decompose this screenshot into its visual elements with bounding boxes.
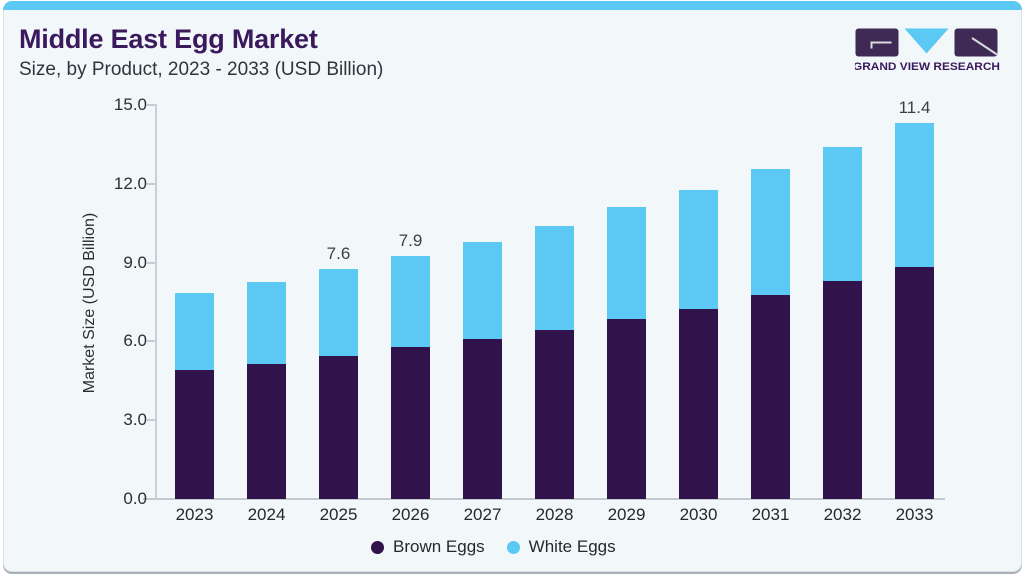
y-axis-line	[155, 104, 157, 499]
logo-wordmark: GRAND VIEW RESEARCH	[855, 61, 1000, 73]
bar-segment-brown-eggs-2023	[175, 370, 214, 499]
bar-segment-white-eggs-2030	[679, 190, 718, 309]
bar-segment-brown-eggs-2026	[391, 347, 430, 499]
bar-segment-white-eggs-2028	[535, 226, 574, 330]
bar-segment-brown-eggs-2033	[895, 267, 934, 499]
x-axis-label-2032: 2032	[823, 505, 862, 524]
bar-value-label-2026: 7.9	[398, 231, 423, 250]
legend-item-white-eggs: White Eggs	[506, 537, 616, 557]
y-tick-mark	[147, 104, 155, 106]
bar-segment-white-eggs-2024	[247, 282, 286, 364]
page-title: Middle East Egg Market	[19, 24, 318, 54]
logo-r-block	[954, 28, 998, 57]
y-tick-mark	[147, 419, 155, 422]
bar-segment-white-eggs-2027	[463, 242, 502, 339]
gvr-logo-graphic: GRAND VIEW RESEARCH	[853, 28, 1000, 73]
top-accent-bar	[3, 1, 1022, 10]
y-tick-mark	[147, 261, 155, 264]
y-tick-label: 6.0	[123, 331, 147, 351]
bar-segment-brown-eggs-2032	[823, 281, 862, 499]
legend-item-brown-eggs: Brown Eggs	[371, 537, 485, 557]
bar-segment-white-eggs-2033	[895, 123, 934, 267]
y-tick-label: 15.0	[113, 95, 147, 114]
y-tick-label: 12.0	[113, 173, 147, 193]
bar-value-label-2033: 11.4	[898, 98, 931, 117]
bar-value-label-2025: 7.6	[326, 244, 351, 263]
bar-segment-brown-eggs-2028	[535, 330, 574, 499]
legend-dot-icon	[506, 540, 520, 554]
y-tick-label: 3.0	[123, 410, 147, 430]
bar-segment-white-eggs-2032	[823, 147, 862, 281]
bar-segment-brown-eggs-2024	[247, 364, 286, 499]
x-axis-label-2028: 2028	[535, 505, 574, 524]
x-axis-line	[143, 498, 945, 500]
bar-segment-white-eggs-2029	[607, 207, 646, 319]
x-axis-label-2025: 2025	[319, 505, 358, 524]
legend: Brown Eggs White Eggs	[371, 537, 616, 557]
x-axis-label-2033: 2033	[895, 505, 934, 524]
bar-segment-brown-eggs-2030	[679, 309, 718, 499]
x-axis-label-2023: 2023	[175, 505, 214, 524]
legend-label: Brown Eggs	[393, 537, 485, 556]
bar-segment-brown-eggs-2031	[751, 295, 790, 499]
page-subtitle: Size, by Product, 2023 - 2033 (USD Billi…	[19, 59, 384, 80]
gvr-logo: GRAND VIEW RESEARCH	[853, 27, 1003, 78]
y-tick-label: 0.0	[123, 489, 147, 508]
logo-g-mark	[870, 41, 892, 49]
logo-r-mark	[971, 37, 998, 56]
logo-v-triangle-icon	[904, 28, 949, 54]
legend-dot-icon	[371, 540, 384, 554]
bar-segment-brown-eggs-2029	[607, 319, 646, 499]
bar-segment-brown-eggs-2025	[319, 356, 358, 499]
chart-header: Middle East Egg Market Size, by Product,…	[19, 24, 383, 81]
bar-segment-white-eggs-2031	[751, 169, 790, 295]
x-axis-label-2024: 2024	[247, 505, 286, 524]
x-axis-label-2026: 2026	[391, 505, 430, 524]
bar-segment-brown-eggs-2027	[463, 339, 502, 499]
y-tick-label: 9.0	[123, 252, 147, 272]
bar-segment-white-eggs-2023	[175, 293, 214, 370]
y-tick-mark	[147, 340, 155, 343]
x-axis-label-2027: 2027	[463, 505, 502, 524]
bar-segment-white-eggs-2025	[319, 269, 358, 356]
y-tick-mark	[147, 182, 155, 185]
legend-label: White Eggs	[528, 537, 616, 556]
bar-segment-white-eggs-2026	[391, 256, 430, 347]
x-axis-label-2031: 2031	[751, 505, 790, 524]
x-axis-label-2029: 2029	[607, 505, 646, 524]
y-axis-title: Market Size (USD Billion)	[81, 212, 98, 394]
x-axis-label-2030: 2030	[679, 505, 718, 524]
